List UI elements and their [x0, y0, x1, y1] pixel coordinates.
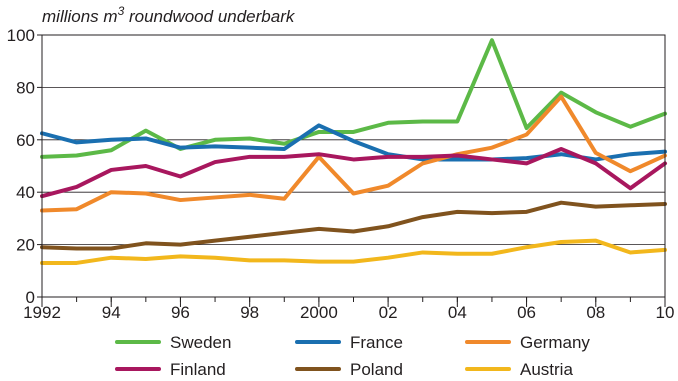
x-tick-label: 98: [240, 303, 259, 322]
unit-label-prefix: millions m: [42, 7, 118, 26]
x-tick-label: 96: [171, 303, 190, 322]
series-line-austria: [40, 238, 667, 265]
series-line-sweden: [40, 38, 667, 159]
legend-label-poland: Poland: [350, 360, 403, 379]
unit-label: millions m3 roundwood underbark: [42, 4, 296, 26]
legend-label-france: France: [350, 333, 403, 352]
legend-label-austria: Austria: [520, 360, 573, 379]
x-tick-label: 1992: [23, 303, 61, 322]
y-tick-label: 40: [16, 183, 35, 202]
y-tick-label: 100: [7, 26, 35, 45]
series-line-germany: [40, 94, 667, 213]
series-line-poland: [40, 200, 667, 251]
legend-label-finland: Finland: [170, 360, 226, 379]
x-tick-label: 02: [379, 303, 398, 322]
legend-label-germany: Germany: [520, 333, 590, 352]
y-tick-label: 20: [16, 236, 35, 255]
series-line-finland: [40, 146, 667, 199]
x-axis-ticks: 1992 94 96 98 2000 02 04 06 08 10: [23, 297, 674, 322]
legend: Sweden France Germany Finland Poland Austria: [115, 333, 590, 379]
x-tick-label: 06: [517, 303, 536, 322]
y-tick-label: 80: [16, 78, 35, 97]
x-tick-label: 94: [102, 303, 121, 322]
y-tick-label: 60: [16, 131, 35, 150]
legend-label-sweden: Sweden: [170, 333, 231, 352]
x-tick-label: 10: [656, 303, 675, 322]
y-axis-ticks: 0 20 40 60 80 100: [7, 26, 42, 307]
x-tick-label: 2000: [300, 303, 338, 322]
unit-label-suffix: roundwood underbark: [124, 7, 296, 26]
series-line-france: [40, 123, 667, 162]
x-tick-label: 08: [586, 303, 605, 322]
series-lines: [40, 38, 667, 265]
x-tick-label: 04: [448, 303, 467, 322]
y-tick-label: 0: [26, 288, 35, 307]
unit-label-superscript: 3: [118, 4, 125, 18]
